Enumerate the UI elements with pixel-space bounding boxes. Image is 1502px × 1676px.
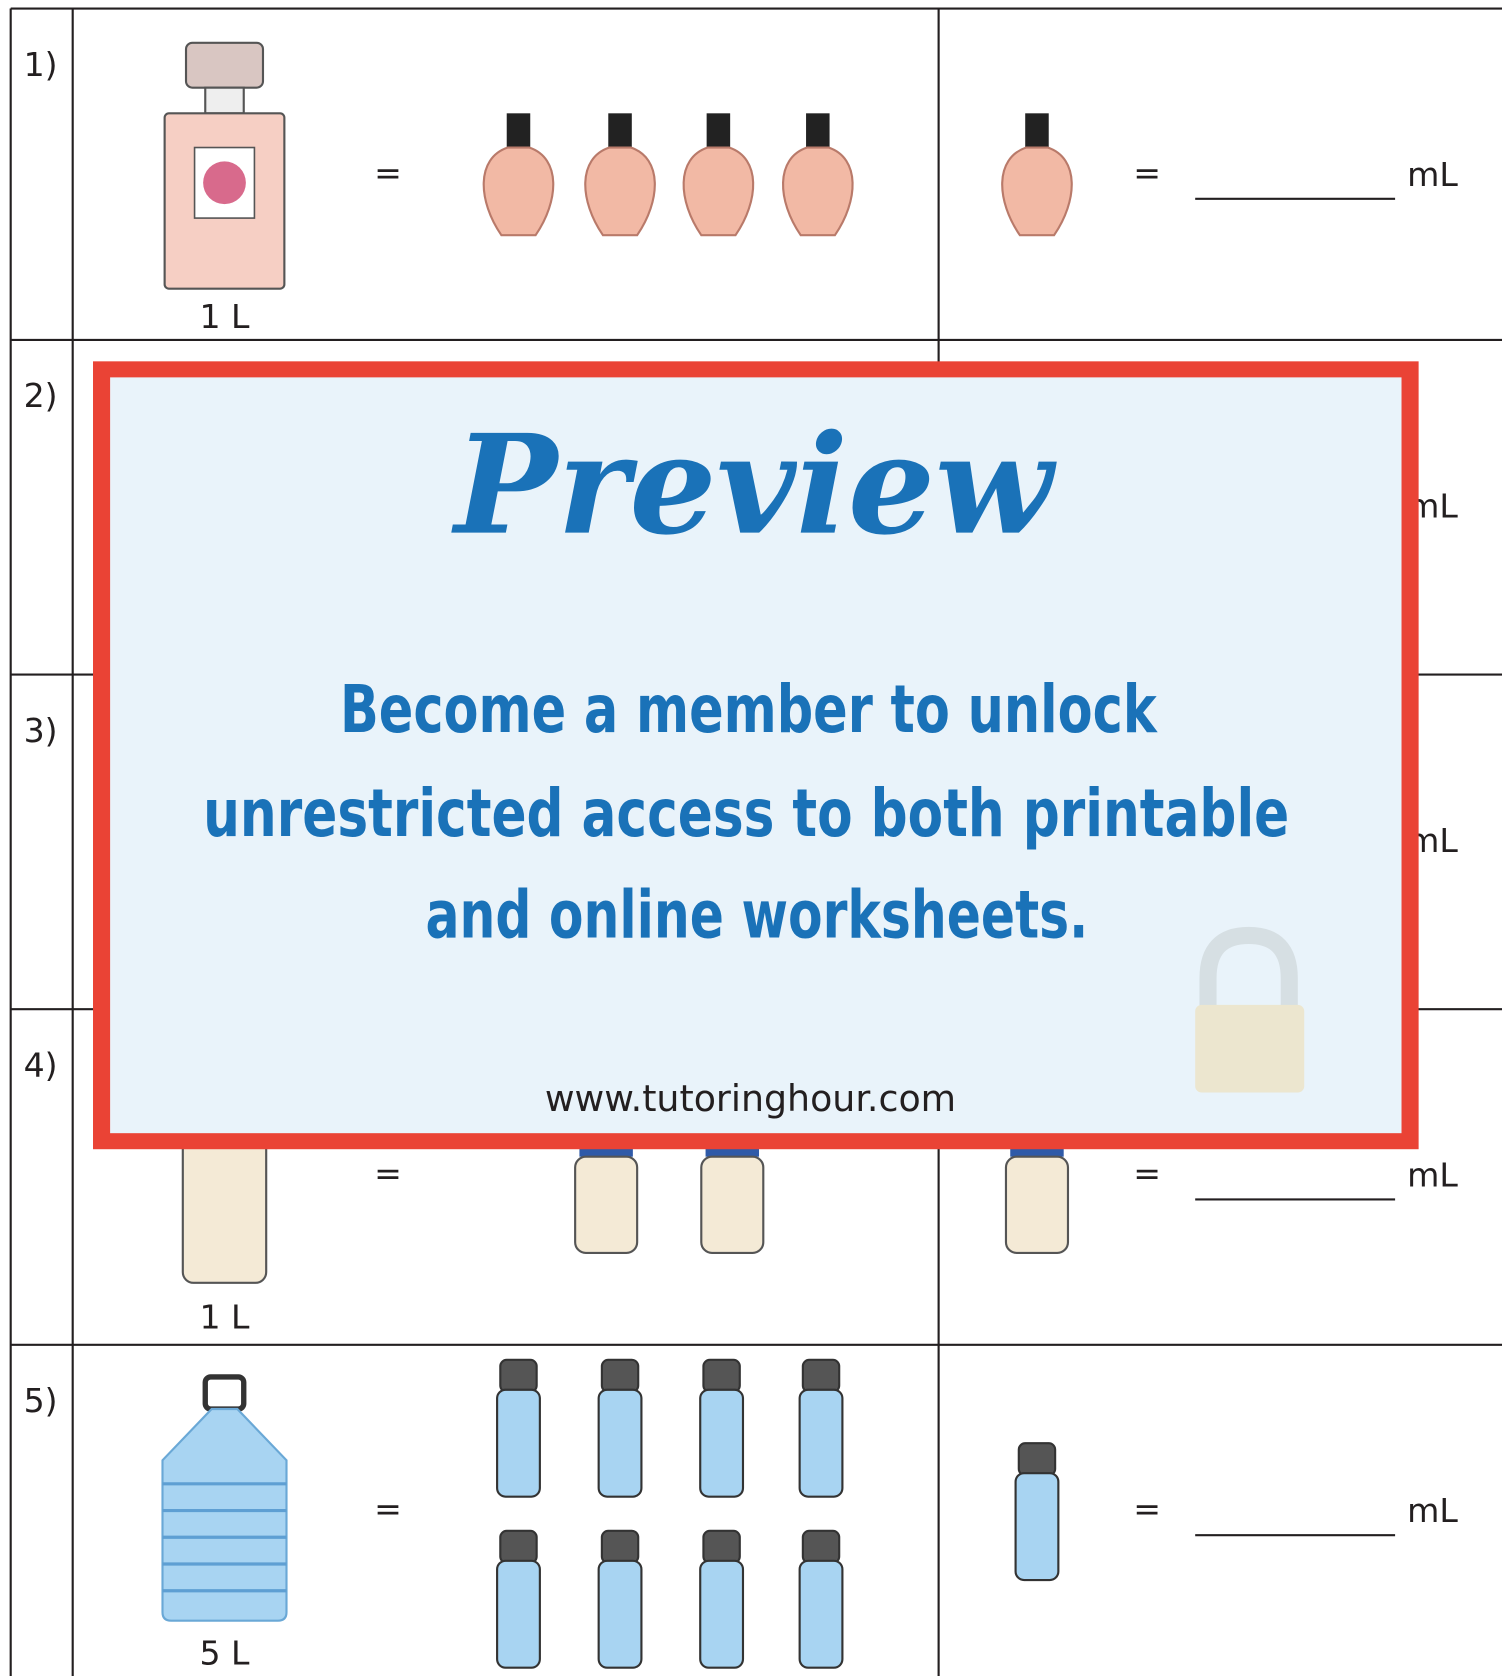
equals-sign: = — [374, 1489, 402, 1528]
worksheet-content: 1)1 L= = mL2)mL3)mL4)1 L= = mL5)5 L= = mLPrevi… — [9, 7, 1502, 1676]
question-number: 5) — [24, 1381, 58, 1420]
water-bottle — [597, 1358, 643, 1498]
water-bottle — [699, 1358, 745, 1498]
water-bottle — [699, 1529, 745, 1669]
water-jug — [161, 1374, 288, 1622]
water-bottle — [496, 1358, 541, 1498]
water-bottle — [798, 1358, 844, 1498]
cap — [801, 1358, 841, 1393]
cap — [705, 1148, 760, 1157]
small-perfume — [682, 113, 755, 237]
body — [682, 146, 755, 237]
body — [597, 1388, 643, 1498]
handle — [202, 1374, 247, 1412]
body — [496, 1559, 541, 1669]
small-perfume — [1001, 113, 1073, 237]
body — [700, 1155, 765, 1254]
cap — [608, 113, 632, 148]
cap — [600, 1529, 640, 1565]
question-row: 5) 5 L = = mL — [24, 1358, 1458, 1672]
body — [1001, 146, 1073, 237]
unit-label: mL — [1407, 1156, 1458, 1195]
capacity-label: 1 L — [199, 1298, 250, 1337]
question-number: 1) — [24, 45, 58, 84]
rose — [203, 161, 246, 205]
unit-label: mL — [1407, 1491, 1458, 1530]
body — [782, 146, 854, 237]
capacity-label: 1 L — [199, 297, 250, 336]
cap — [702, 1529, 741, 1565]
cap — [706, 113, 731, 148]
body — [574, 1155, 639, 1254]
lock-body — [1195, 1004, 1305, 1093]
body — [597, 1559, 643, 1669]
equals-sign: = — [374, 1153, 402, 1192]
cap — [506, 113, 531, 148]
milk-bottle — [700, 1148, 765, 1254]
cap — [1017, 1442, 1057, 1477]
cap — [1025, 113, 1049, 148]
site-url: www.tutoringhour.com — [545, 1077, 956, 1120]
cap — [600, 1358, 640, 1393]
body — [584, 146, 656, 237]
cap — [499, 1358, 538, 1393]
body — [1004, 1155, 1070, 1254]
milk-bottle — [574, 1148, 639, 1254]
body — [798, 1559, 844, 1669]
question-number: 4) — [24, 1045, 58, 1084]
water-bottle — [798, 1529, 844, 1669]
water-bottle — [597, 1529, 643, 1669]
equals-sign: = — [1133, 1153, 1161, 1192]
small-perfume — [782, 113, 854, 237]
cap — [806, 113, 830, 148]
small-perfume — [482, 113, 555, 237]
neck — [204, 86, 245, 115]
preview-overlay: Preview Become a member to unlock unrestri… — [93, 361, 1419, 1150]
capacity-label: 5 L — [199, 1633, 250, 1672]
cap — [801, 1529, 841, 1565]
cap — [184, 41, 265, 89]
unit-label: mL — [1407, 155, 1458, 194]
body — [699, 1559, 745, 1669]
cap — [579, 1148, 633, 1157]
water-bottle — [496, 1529, 541, 1669]
body — [496, 1388, 541, 1498]
preview-message: and online worksheets. — [425, 875, 1088, 953]
question-number: 2) — [24, 376, 58, 415]
body — [798, 1388, 844, 1498]
question-number: 3) — [24, 711, 58, 750]
body — [482, 146, 555, 237]
equals-sign: = — [1133, 1489, 1161, 1528]
cap — [499, 1529, 538, 1565]
cap — [1010, 1148, 1064, 1157]
lock-shackle — [1199, 926, 1298, 1016]
question-row: 1) 1 L = = mL — [24, 41, 1458, 336]
preview-message: Become a member to unlock — [340, 670, 1158, 748]
body — [161, 1407, 288, 1622]
water-bottle — [1014, 1442, 1060, 1582]
perfume-bottle — [163, 41, 286, 290]
overlay-panel — [110, 377, 1402, 1134]
equals-sign: = — [1133, 153, 1161, 192]
preview-title: Preview — [450, 406, 1057, 566]
preview-message: unrestricted access to both printable — [203, 774, 1289, 852]
milk-bottle — [1004, 1148, 1070, 1254]
equals-sign: = — [374, 153, 402, 192]
body — [699, 1388, 745, 1498]
lock-icon — [1195, 926, 1305, 1093]
small-perfume — [584, 113, 656, 237]
body — [1014, 1472, 1060, 1582]
cap — [702, 1358, 741, 1393]
